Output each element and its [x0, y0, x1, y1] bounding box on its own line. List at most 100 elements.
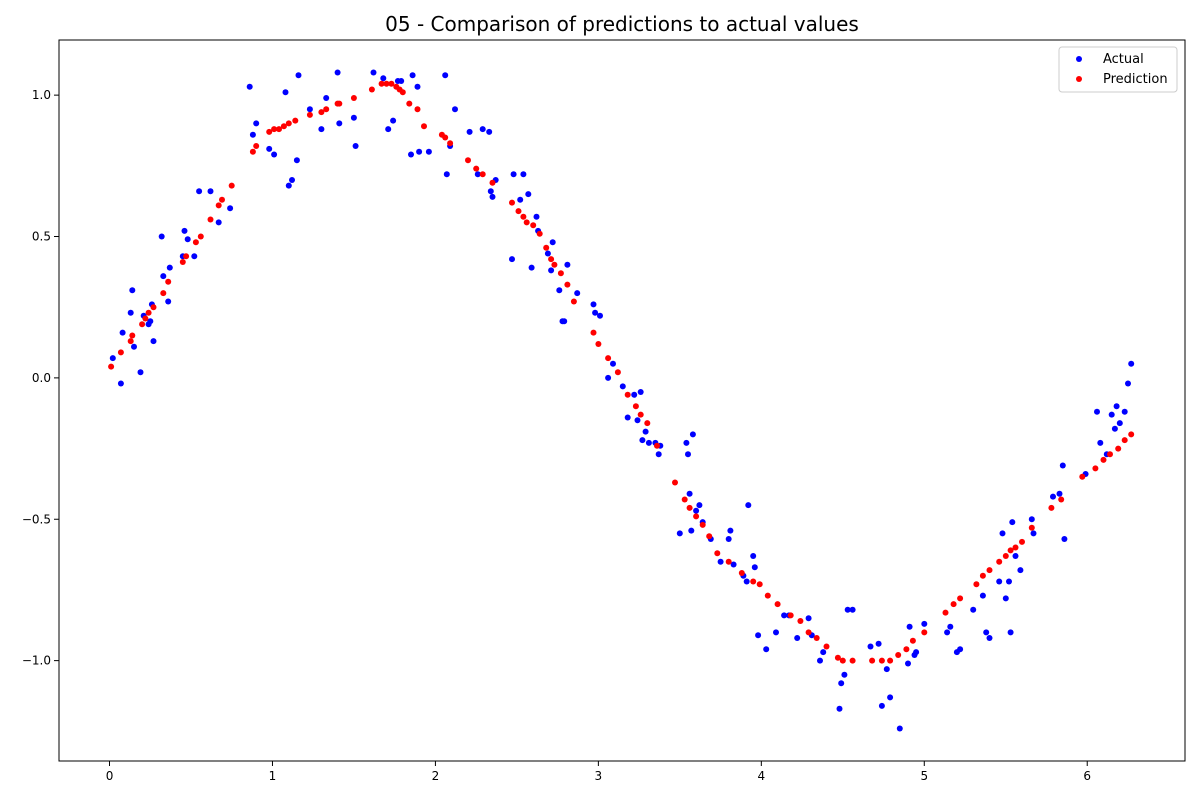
prediction-point [1019, 538, 1025, 545]
actual-point [352, 143, 359, 149]
prediction-point [1115, 445, 1122, 452]
prediction-point [644, 420, 651, 427]
actual-point [745, 502, 752, 509]
prediction-point [253, 143, 260, 149]
actual-point [957, 646, 964, 653]
actual-point [246, 83, 253, 90]
legend-marker-prediction [1076, 76, 1082, 82]
prediction-point [654, 442, 660, 449]
actual-point [725, 536, 732, 542]
actual-point [999, 530, 1006, 537]
actual-point [1097, 439, 1104, 446]
actual-point [227, 205, 234, 212]
actual-point [137, 369, 144, 376]
prediction-point [350, 95, 357, 101]
prediction-point [323, 106, 330, 113]
prediction-point [895, 652, 902, 658]
prediction-point [797, 618, 804, 624]
actual-point [817, 657, 823, 664]
actual-point [191, 253, 198, 260]
prediction-point [595, 341, 602, 347]
actual-point [1009, 519, 1016, 526]
actual-point [693, 507, 700, 514]
actual-point [158, 233, 165, 240]
prediction-point [285, 120, 292, 127]
actual-point [486, 128, 493, 135]
actual-point [528, 264, 535, 271]
actual-point [520, 171, 527, 178]
actual-point [1007, 629, 1014, 636]
y-tick-label: −1.0 [22, 654, 51, 668]
prediction-point [117, 349, 124, 356]
prediction-point [1058, 496, 1065, 503]
actual-point [425, 148, 432, 155]
actual-point [1094, 408, 1100, 415]
prediction-point [108, 363, 115, 370]
prediction-point [921, 629, 928, 636]
actual-point [896, 725, 903, 732]
actual-point [1002, 595, 1009, 602]
actual-point [689, 431, 696, 438]
prediction-point [378, 80, 385, 87]
actual-point [574, 290, 581, 297]
prediction-point [160, 290, 167, 297]
actual-point [688, 527, 695, 534]
actual-point [409, 72, 416, 79]
prediction-point [536, 230, 543, 237]
actual-point [1116, 420, 1123, 427]
actual-point [196, 188, 203, 195]
actual-point [634, 417, 641, 424]
prediction-point [145, 309, 152, 316]
legend-label-actual: Actual [1103, 52, 1144, 67]
y-axis: −1.0 −0.5 0.0 0.5 1.0 [22, 88, 59, 668]
actual-point [763, 646, 770, 653]
actual-point [166, 264, 173, 271]
prediction-point [249, 148, 256, 155]
actual-point [127, 309, 134, 316]
prediction-point [523, 219, 530, 226]
prediction-point [219, 196, 225, 203]
actual-point [1113, 403, 1120, 410]
actual-point [619, 383, 626, 390]
actual-point [556, 287, 563, 294]
actual-point [390, 117, 397, 124]
prediction-point [1048, 504, 1055, 511]
actual-point [249, 131, 256, 138]
actual-point [1059, 462, 1066, 469]
actual-point [253, 120, 260, 127]
actual-point [878, 702, 885, 709]
actual-point [1056, 490, 1063, 497]
actual-point [727, 527, 734, 534]
prediction-point [878, 657, 885, 664]
actual-point [645, 439, 652, 446]
prediction-point [489, 179, 496, 186]
actual-point [751, 564, 758, 571]
x-tick-label: 2 [432, 769, 440, 783]
actual-point [1108, 411, 1115, 418]
prediction-point [207, 216, 214, 223]
actual-point [408, 151, 414, 158]
actual-point [696, 502, 703, 509]
actual-point [416, 148, 423, 155]
prediction-point [756, 581, 763, 588]
prediction-point [421, 123, 427, 130]
actual-point [215, 219, 222, 226]
actual-point [906, 623, 913, 630]
actual-point [944, 629, 951, 636]
actual-point [841, 671, 848, 678]
actual-point [883, 666, 890, 673]
actual-point [624, 414, 631, 421]
actual-point [398, 78, 405, 84]
legend-label-prediction: Prediction [1103, 72, 1168, 87]
y-tick-label: 1.0 [32, 88, 51, 102]
actual-point [979, 592, 986, 599]
prediction-point [714, 550, 721, 557]
actual-point [686, 490, 693, 497]
actual-point [838, 680, 845, 687]
prediction-point [839, 657, 846, 664]
actual-point [1017, 567, 1024, 574]
prediction-point [699, 521, 706, 528]
actual-point [117, 380, 124, 387]
actual-point [1061, 536, 1068, 542]
actual-point [805, 615, 812, 622]
